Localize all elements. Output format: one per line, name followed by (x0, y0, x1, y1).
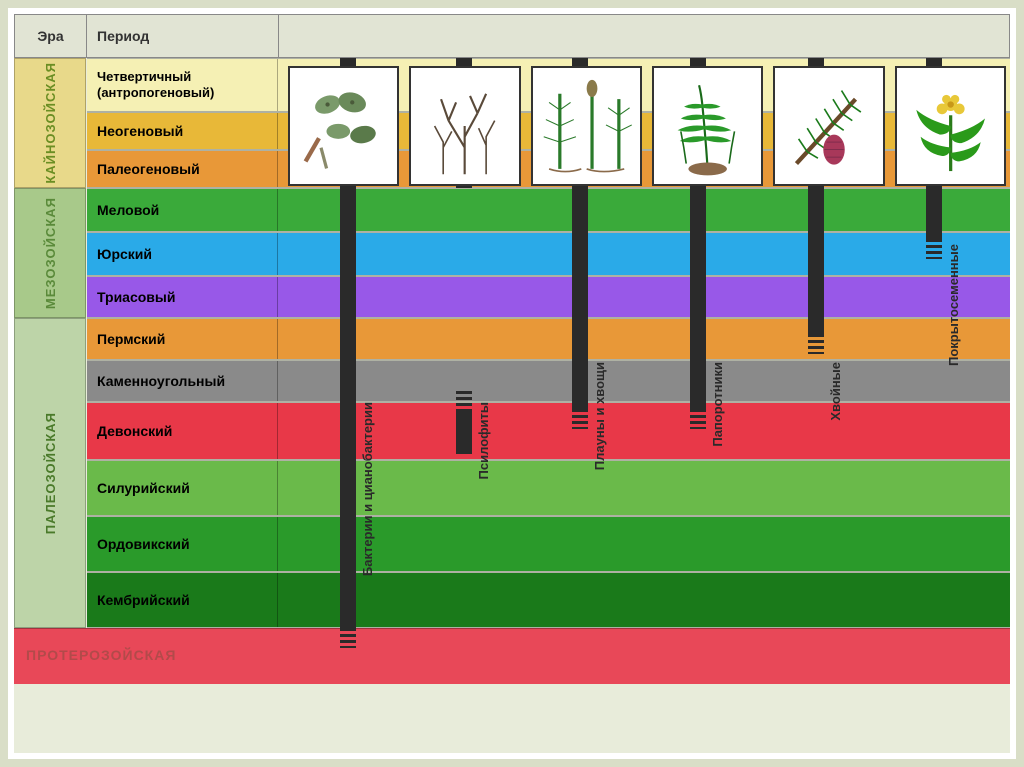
psilophyte-icon (409, 66, 520, 186)
timeline-dash (690, 409, 706, 429)
timeline-label: Плауны и хвощи (592, 362, 607, 470)
period-chart-cell (278, 233, 1010, 275)
horsetail-icon (531, 66, 642, 186)
timeline-bar (456, 409, 472, 454)
period-row: Юрский (87, 232, 1010, 276)
fern-icon (652, 66, 763, 186)
period-label: Юрский (87, 233, 278, 275)
period-label: Четвертичный (антропогеновый) (87, 59, 278, 111)
bacteria-icon (288, 66, 399, 186)
period-label: Ордовикский (87, 517, 278, 571)
period-chart-cell (278, 573, 1010, 627)
period-label: Пермский (87, 319, 278, 359)
timeline-dash (926, 239, 942, 259)
period-label: Меловой (87, 189, 278, 231)
period-chart-cell (278, 403, 1010, 459)
period-label: Триасовый (87, 277, 278, 317)
period-chart-cell (278, 461, 1010, 515)
header-chart (279, 15, 1009, 57)
timeline-label: Папоротники (710, 362, 725, 447)
timeline-label: Покрытосеменные (946, 244, 961, 366)
conifer-icon (773, 66, 884, 186)
timeline-dash (808, 334, 824, 354)
era-block: КАЙНОЗОЙСКАЯ (14, 58, 86, 188)
period-row: Девонский (87, 402, 1010, 460)
era-label: КАЙНОЗОЙСКАЯ (43, 62, 58, 184)
header-period: Период (87, 15, 279, 57)
timeline-label: Хвойные (828, 362, 843, 421)
period-row: Пермский (87, 318, 1010, 360)
chart-frame: Эра Период КАЙНОЗОЙСКАЯ МЕЗОЗОЙСКАЯ ПАЛЕОЗ… (8, 8, 1016, 759)
era-label: ПАЛЕОЗОЙСКАЯ (43, 412, 58, 534)
period-row: Меловой (87, 188, 1010, 232)
proterozoic-row: ПРОТЕРОЗОЙСКАЯ (14, 628, 1010, 684)
timeline-label: Бактерии и цианобактерии (360, 402, 375, 576)
header-row: Эра Период (14, 14, 1010, 58)
era-block: ПАЛЕОЗОЙСКАЯ (14, 318, 86, 628)
period-label: Силурийский (87, 461, 278, 515)
timeline-dash (340, 628, 356, 648)
period-row: Кембрийский (87, 572, 1010, 628)
header-era: Эра (15, 15, 87, 57)
period-chart-cell (278, 361, 1010, 401)
angiosperm-icon (895, 66, 1006, 186)
period-row: Каменноугольный (87, 360, 1010, 402)
geo-table: Эра Период КАЙНОЗОЙСКАЯ МЕЗОЗОЙСКАЯ ПАЛЕОЗ… (14, 14, 1010, 753)
period-label: Кембрийский (87, 573, 278, 627)
period-chart-cell (278, 277, 1010, 317)
timeline-dash (572, 409, 588, 429)
period-label: Каменноугольный (87, 361, 278, 401)
period-row: Силурийский (87, 460, 1010, 516)
period-chart-cell (278, 189, 1010, 231)
timeline-label: Псилофиты (476, 402, 491, 479)
period-label: Девонский (87, 403, 278, 459)
era-block: МЕЗОЗОЙСКАЯ (14, 188, 86, 318)
period-chart-cell (278, 319, 1010, 359)
period-label: Неогеновый (87, 113, 278, 149)
timeline-dash (456, 391, 472, 411)
period-row: Ордовикский (87, 516, 1010, 572)
period-label: Палеогеновый (87, 151, 278, 187)
period-chart-cell (278, 517, 1010, 571)
era-label: МЕЗОЗОЙСКАЯ (43, 197, 58, 309)
proterozoic-label: ПРОТЕРОЗОЙСКАЯ (14, 629, 176, 684)
period-row: Триасовый (87, 276, 1010, 318)
plant-images (288, 66, 1006, 186)
